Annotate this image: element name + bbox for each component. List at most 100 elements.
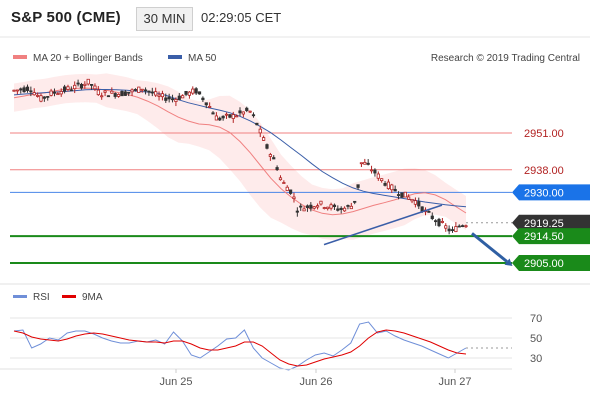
- support-2-label: 2905.00: [512, 255, 590, 272]
- candle: [49, 88, 53, 97]
- candle: [238, 107, 242, 117]
- candle: [393, 185, 397, 192]
- candle: [201, 96, 205, 103]
- candle: [164, 93, 168, 103]
- candle: [133, 88, 138, 92]
- candle: [241, 111, 245, 118]
- candle: [258, 125, 262, 138]
- candle: [245, 106, 249, 113]
- candle: [197, 91, 202, 95]
- candle: [22, 85, 26, 93]
- candle: [262, 135, 266, 141]
- candle: [461, 224, 465, 228]
- candle: [32, 88, 36, 96]
- candle: [150, 87, 154, 97]
- candle: [83, 81, 87, 89]
- candle: [187, 91, 192, 99]
- candle: [137, 86, 141, 93]
- resistance-1-label: 2938.00: [524, 165, 564, 177]
- candle: [110, 87, 114, 94]
- level-lines: [10, 132, 512, 265]
- candle: [29, 86, 33, 97]
- candle: [52, 88, 57, 97]
- candle: [116, 93, 121, 98]
- candle: [356, 184, 360, 190]
- candle: [315, 203, 320, 210]
- candle: [434, 219, 438, 226]
- candle: [292, 192, 296, 203]
- candle: [86, 78, 90, 86]
- candle: [413, 197, 418, 208]
- candle: [19, 87, 23, 94]
- source-credit: Research © 2019 Trading Central: [431, 53, 580, 64]
- rsi-ma-line: [13, 329, 467, 367]
- rsi-line: [13, 321, 467, 371]
- candle: [407, 194, 411, 200]
- candle: [73, 81, 77, 94]
- pivot-label: 2930.00: [512, 184, 590, 201]
- candle: [174, 97, 178, 107]
- candle: [369, 165, 374, 174]
- x-tick-label: Jun 25: [159, 376, 192, 388]
- candle: [167, 93, 171, 103]
- candle: [177, 93, 181, 101]
- candle: [251, 112, 256, 118]
- candle: [93, 83, 97, 91]
- candle: [339, 206, 343, 214]
- rsi-tick-label: 70: [530, 313, 542, 325]
- moving-averages: [13, 87, 467, 216]
- candle: [305, 204, 310, 212]
- candle: [373, 168, 377, 177]
- candle: [160, 90, 165, 101]
- support-trendline: [323, 204, 443, 246]
- candle: [143, 87, 148, 95]
- rsi-swatch: [13, 295, 27, 298]
- candle: [228, 114, 232, 119]
- candle: [302, 206, 306, 212]
- candle: [96, 86, 100, 96]
- candle: [106, 95, 111, 98]
- candle: [184, 90, 188, 97]
- candle: [76, 79, 80, 87]
- candle: [336, 205, 340, 212]
- candle: [447, 225, 451, 235]
- candle: [349, 202, 353, 210]
- ma50-swatch: [168, 55, 182, 59]
- candle: [299, 203, 303, 211]
- candle: [359, 162, 364, 168]
- ma20-line: [13, 87, 467, 216]
- timeframe-button[interactable]: 30 MIN: [136, 7, 193, 31]
- candle: [386, 179, 391, 190]
- pivot-value: 2930.00: [524, 187, 564, 199]
- candle: [312, 206, 316, 210]
- candle: [224, 112, 229, 119]
- x-tick-label: Jun 26: [299, 376, 332, 388]
- candle: [440, 218, 444, 224]
- resistance-1-value: 2938.00: [524, 165, 564, 177]
- candle: [46, 96, 50, 101]
- candle: [218, 116, 222, 121]
- ma20-legend-label: MA 20 + Bollinger Bands: [33, 53, 143, 64]
- x-axis: Jun 25 Jun 26 Jun 27: [159, 369, 472, 388]
- candle: [69, 86, 73, 92]
- candle: [127, 91, 131, 97]
- candle: [211, 111, 215, 115]
- candle: [204, 102, 208, 109]
- candle: [15, 89, 19, 95]
- candle: [366, 159, 370, 166]
- resistance-2-value: 2951.00: [524, 128, 564, 140]
- candle: [376, 171, 380, 181]
- candle: [353, 200, 357, 205]
- rsi-legend-label: RSI: [33, 292, 50, 303]
- candle: [56, 91, 60, 96]
- clock: 02:29:05 CET: [201, 10, 282, 25]
- candle: [100, 92, 104, 100]
- candle: [208, 102, 212, 108]
- candle: [444, 223, 448, 232]
- candles: [12, 78, 468, 235]
- support-1-label: 2914.50: [512, 228, 590, 245]
- ma20-swatch: [13, 55, 27, 59]
- candle: [278, 175, 283, 181]
- candle: [89, 83, 94, 90]
